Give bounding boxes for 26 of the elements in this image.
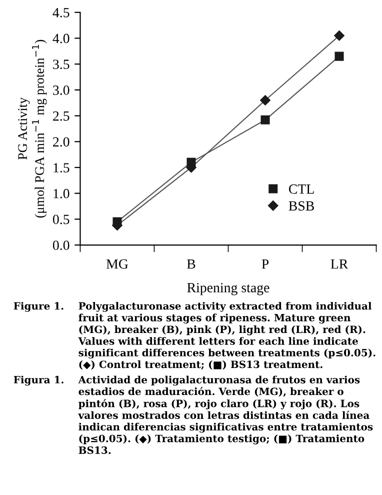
point: [186, 158, 196, 167]
x-tick-label: LR: [330, 259, 348, 269]
y-axis-title: PG Activity (μmol PGA min$^{−1}$ mg protein$^{−1}$): [18, 40, 47, 218]
point: [260, 115, 270, 124]
x-tick-label: MG: [106, 259, 128, 269]
y-tick-label: 1.5: [54, 163, 70, 172]
y-tick-label: 0.5: [52, 214, 70, 224]
y-tick-label: 4.0: [52, 34, 70, 44]
text: Figure 1. Polygalacturonase activity extracted from individual fruit at various stages of ripeness. Mature green (MG), breaker (B), pink (P), light red (LR), red (R). Values with different letters for each line indicate significant differences between treatments (p≤0.05). (◆) Control treatment; (■) BS13 treatment.: [14, 302, 376, 370]
y-tick-label: 3.5: [53, 60, 70, 70]
point: [334, 52, 344, 61]
point: [260, 94, 271, 106]
legend-label: CTL: [288, 184, 314, 194]
y-tick-label: 4.5: [52, 8, 70, 18]
point: [112, 217, 122, 226]
y-tick-label: 0.0: [52, 240, 70, 250]
y-tick-label: 3.0: [53, 86, 70, 95]
x-tick-label: P: [262, 259, 269, 269]
legend-label: BSB: [288, 201, 314, 211]
point: [334, 30, 345, 42]
text: Figura 1. Actividad de poligalacturonasa de frutos en varios estadios de maduración. Verde (MG), breaker o pintón (B), rosa (P), rojo claro (LR) y rojo (R). Los valores mostrados con letras distintas en cada línea indican diferencias significativas entre tratamientos (p≤0.05). (◆) Tratamiento testigo; (■) Tratamiento BS13.: [14, 376, 373, 454]
x-axis-title: Ripening stage: [187, 283, 270, 296]
y-tick-label: 2.0: [53, 137, 70, 147]
x-tick-label: B: [187, 259, 196, 269]
y-tick-label: 1.0: [54, 188, 70, 198]
y-tick-label: 2.5: [53, 111, 70, 121]
